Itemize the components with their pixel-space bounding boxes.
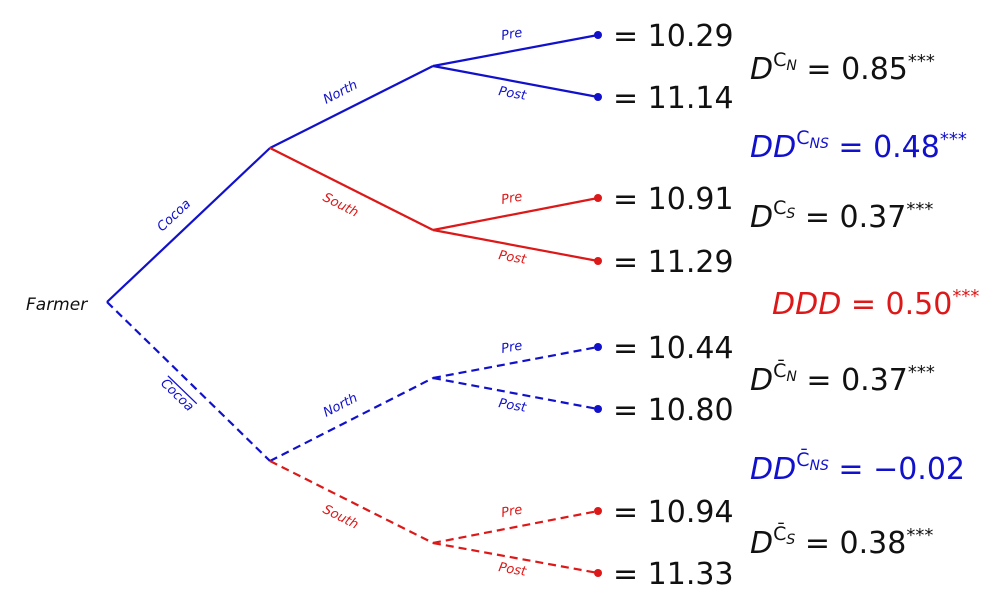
leaf-value: = 10.91 bbox=[613, 182, 734, 217]
estimate-sub: S bbox=[786, 206, 796, 222]
estimate-value: = 0.37 bbox=[806, 363, 908, 398]
edge-cocoa-north-pre bbox=[432, 33, 599, 68]
estimate-d-cocoa-north: DCN = 0.85*** bbox=[750, 49, 935, 87]
leaf-value: = 10.44 bbox=[613, 331, 734, 366]
edge-not-cocoa bbox=[106, 301, 271, 462]
estimate-symbol: DD bbox=[750, 452, 797, 487]
edge-cocoa-north bbox=[269, 65, 434, 149]
estimate-symbol: D bbox=[750, 526, 774, 561]
estimate-dd-cocoa: DDCNS = 0.48*** bbox=[750, 127, 967, 165]
branch-label-not-cocoa: Cocoa bbox=[157, 376, 196, 415]
leaf-value: = 10.94 bbox=[613, 495, 734, 530]
edge-not-cocoa-south-post bbox=[432, 541, 599, 575]
branch-label-cocoa: Cocoa bbox=[154, 197, 194, 235]
estimate-symbol: D bbox=[750, 363, 774, 398]
leaf-dot bbox=[594, 405, 602, 413]
root-label: Farmer bbox=[26, 295, 88, 315]
significance-stars: *** bbox=[907, 362, 935, 383]
edge-not-cocoa-north-post bbox=[432, 376, 599, 411]
estimate-d-cocoa-south: DCS = 0.37*** bbox=[750, 197, 934, 235]
estimate-sub: N bbox=[786, 58, 797, 74]
branch-label-post: Post bbox=[497, 560, 528, 580]
branch-label-south: South bbox=[320, 502, 360, 533]
estimate-value: = 0.48 bbox=[838, 130, 940, 165]
estimate-dd-noncocoa: DDC̄NS = −0.02 bbox=[750, 449, 965, 487]
estimate-value: = 0.37 bbox=[804, 200, 907, 235]
branch-label-north: North bbox=[321, 78, 360, 108]
branch-label-pre: Pre bbox=[500, 502, 523, 520]
estimate-sub: N bbox=[786, 369, 797, 385]
estimate-sub: NS bbox=[809, 458, 829, 474]
edge-cocoa-south-post bbox=[432, 228, 599, 263]
significance-stars: *** bbox=[906, 525, 934, 546]
edge-cocoa bbox=[106, 147, 271, 303]
estimate-value: = 0.38 bbox=[804, 526, 907, 561]
significance-stars: *** bbox=[906, 199, 934, 220]
branch-label-pre: Pre bbox=[500, 189, 523, 207]
leaf-dot bbox=[594, 257, 602, 265]
branch-label-pre: Pre bbox=[500, 338, 523, 356]
estimate-symbol: D bbox=[750, 200, 774, 235]
estimate-symbol: DD bbox=[750, 130, 797, 165]
edge-not-cocoa-south-pre bbox=[432, 509, 599, 545]
estimate-value: = −0.02 bbox=[838, 452, 965, 487]
branch-label-pre: Pre bbox=[500, 25, 523, 43]
estimate-d-noncocoa-north: DC̄N = 0.37*** bbox=[750, 360, 935, 398]
estimate-sup: C bbox=[796, 127, 810, 149]
estimate-symbol: DDD bbox=[772, 287, 842, 322]
leaf-dot bbox=[594, 343, 602, 351]
estimate-symbol: D bbox=[750, 52, 774, 87]
leaf-value: = 11.33 bbox=[613, 557, 734, 592]
edge-not-cocoa-north-pre bbox=[432, 345, 599, 380]
leaf-dot bbox=[594, 194, 602, 202]
branch-label-south: South bbox=[320, 190, 360, 221]
branch-label-post: Post bbox=[497, 84, 528, 104]
estimate-sup: C bbox=[773, 49, 787, 71]
leaf-value: = 11.14 bbox=[613, 81, 734, 116]
estimate-ddd: DDD = 0.50*** bbox=[772, 286, 980, 322]
edge-not-cocoa-south bbox=[269, 460, 434, 544]
leaf-value: = 11.29 bbox=[613, 245, 734, 280]
significance-stars: *** bbox=[939, 129, 967, 150]
estimate-sub: S bbox=[786, 532, 796, 548]
leaf-dot bbox=[594, 31, 602, 39]
estimate-value: = 0.85 bbox=[806, 52, 908, 87]
edge-cocoa-south-pre bbox=[432, 196, 599, 232]
branch-label-north: North bbox=[321, 391, 360, 421]
estimate-d-noncocoa-south: DC̄S = 0.38*** bbox=[750, 523, 934, 561]
branch-label-post: Post bbox=[497, 396, 528, 416]
estimate-sup: C̄ bbox=[796, 449, 810, 471]
leaf-value: = 10.29 bbox=[613, 19, 734, 54]
edge-cocoa-north-post bbox=[432, 64, 599, 99]
leaf-dot bbox=[594, 93, 602, 101]
estimate-sub: NS bbox=[809, 136, 829, 152]
significance-stars: *** bbox=[907, 51, 935, 72]
estimate-sup: C̄ bbox=[773, 523, 787, 545]
leaf-dot bbox=[594, 507, 602, 515]
leaf-value: = 10.80 bbox=[613, 393, 734, 428]
branch-label-post: Post bbox=[497, 248, 528, 268]
significance-stars: *** bbox=[952, 286, 980, 307]
estimate-sup: C̄ bbox=[773, 360, 787, 382]
estimate-sup: C bbox=[773, 197, 787, 219]
leaf-dot bbox=[594, 569, 602, 577]
estimate-value: = 0.50 bbox=[850, 287, 953, 322]
edge-not-cocoa-north bbox=[269, 377, 434, 462]
edge-cocoa-south bbox=[269, 147, 434, 231]
